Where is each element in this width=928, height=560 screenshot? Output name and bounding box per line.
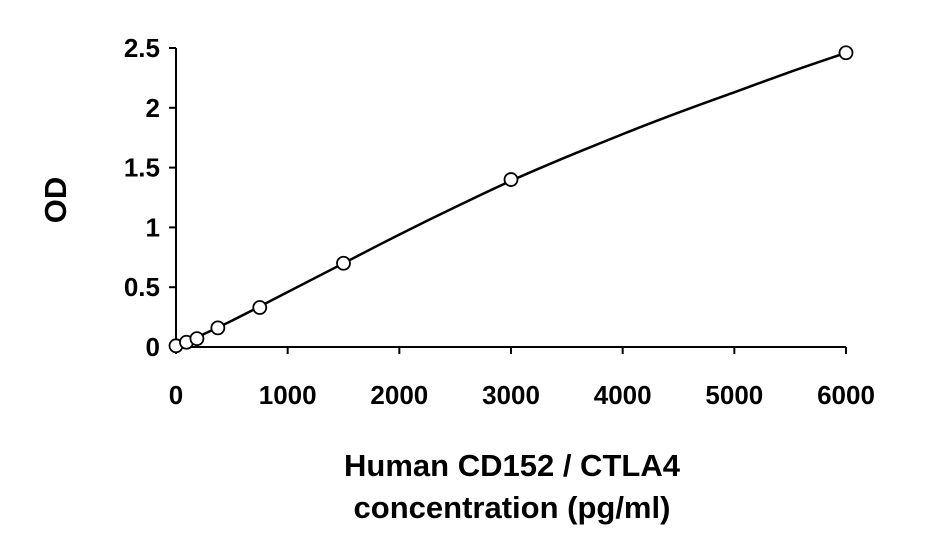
y-tick-label: 2.5 (124, 33, 160, 63)
x-tick-label: 0 (169, 380, 183, 410)
y-tick-label: 1 (146, 212, 160, 242)
data-point (336, 255, 351, 271)
fit-curve-line (175, 51, 847, 349)
data-points (168, 45, 854, 354)
x-tick-label: 2000 (370, 380, 428, 410)
y-tick-label: 0 (146, 332, 160, 362)
y-tick-label: 2 (146, 93, 160, 123)
x-tick-label: 3000 (482, 380, 540, 410)
data-point (210, 320, 226, 336)
plot-area: 0 0.5 1 1.5 2 2.5 0 1000 2000 3000 4000 5000 6000 (124, 33, 875, 410)
x-axis-ticks: 0 1000 2000 3000 4000 5000 6000 (169, 347, 875, 410)
x-tick-label: 6000 (817, 380, 875, 410)
data-point (189, 331, 205, 347)
x-tick-label: 4000 (594, 380, 652, 410)
y-axis-ticks: 0 0.5 1 1.5 2 2.5 (124, 33, 176, 362)
y-tick-label: 1.5 (124, 153, 160, 183)
y-tick-label: 0.5 (124, 272, 160, 302)
x-tick-label: 5000 (705, 380, 763, 410)
y-axis-title: OD (38, 177, 73, 224)
data-point (252, 300, 268, 315)
data-point (503, 172, 519, 187)
x-tick-label: 1000 (259, 380, 317, 410)
x-axis-title-line-2: concentration (pg/ml) (354, 490, 671, 525)
x-axis-title-line-1: Human CD152 / CTLA4 (344, 448, 681, 483)
data-point (838, 45, 854, 61)
